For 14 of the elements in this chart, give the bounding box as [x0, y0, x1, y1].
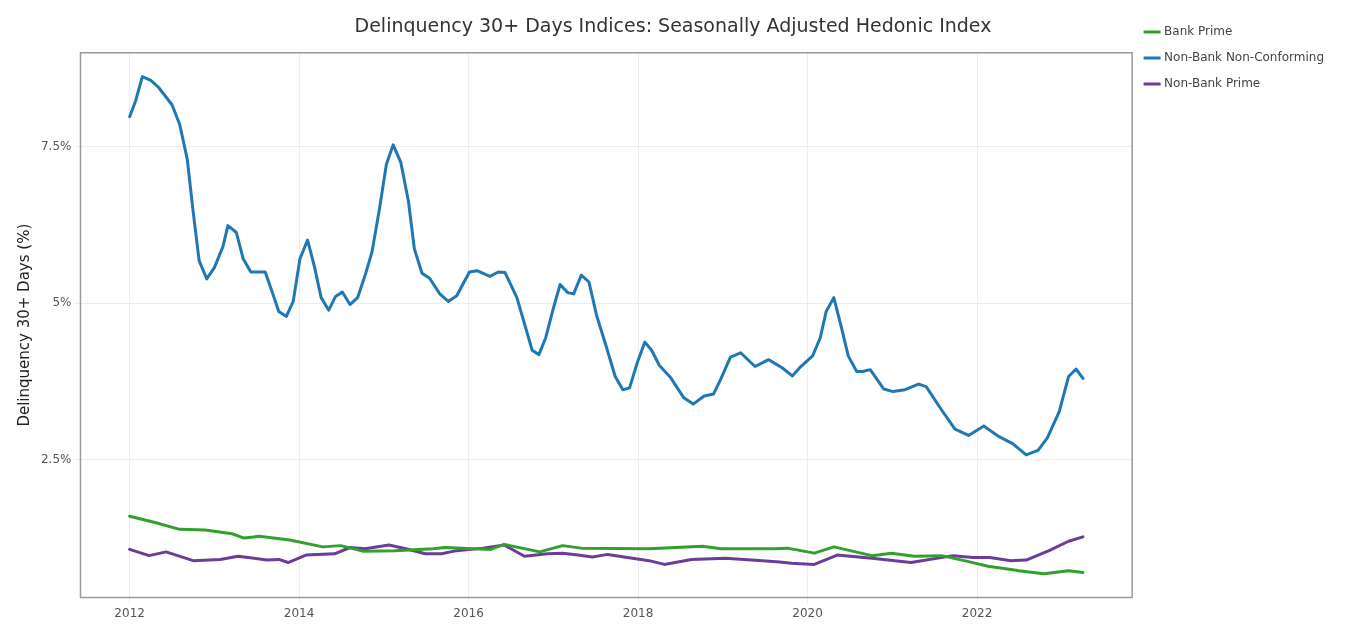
y-tick-label: 5%: [52, 295, 72, 310]
x-tick-label: 2014: [283, 605, 315, 620]
chart-title: Delinquency 30+ Days Indices: Seasonally Adjusted Hedonic Index: [354, 14, 992, 37]
x-tick-label: 2018: [622, 605, 654, 620]
x-tick-label: 2020: [792, 605, 823, 620]
x-tick-label: 2022: [961, 605, 993, 620]
y-tick-label: 7.5%: [40, 138, 72, 153]
y-axis-title: Delinquency 30+ Days (%): [14, 223, 33, 427]
legend-label: Non-Bank Non-Conforming: [1164, 50, 1325, 65]
x-tick-label: 2016: [453, 605, 484, 620]
legend-label: Non-Bank Prime: [1164, 76, 1261, 91]
x-tick-label: 2012: [114, 605, 145, 620]
legend-label: Bank Prime: [1164, 24, 1233, 39]
y-tick-label: 2.5%: [40, 451, 72, 466]
